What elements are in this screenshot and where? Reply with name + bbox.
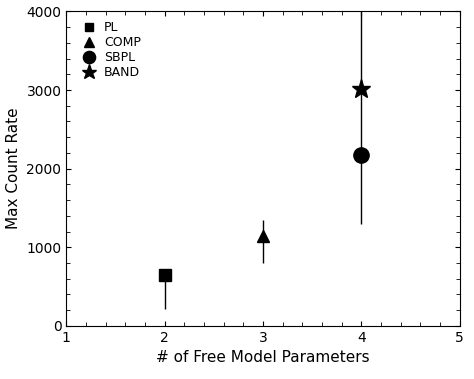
- Y-axis label: Max Count Rate: Max Count Rate: [6, 108, 21, 229]
- Legend: PL, COMP, SBPL, BAND: PL, COMP, SBPL, BAND: [73, 17, 145, 83]
- X-axis label: # of Free Model Parameters: # of Free Model Parameters: [156, 350, 370, 365]
